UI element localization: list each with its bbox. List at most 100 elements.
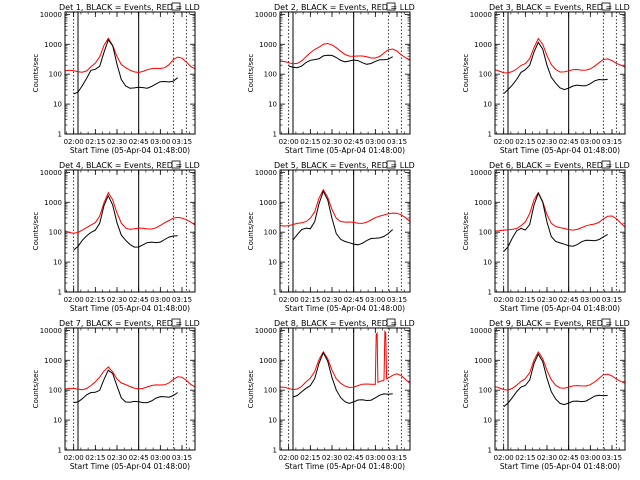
y-tick-label: 1000 [44,357,62,365]
lld-series-line [280,330,410,391]
panel-title: Det 4, BLACK = Events, RED = LLD [59,161,200,170]
x-tick-label: 03:15 [172,296,192,304]
title-box-marker [601,160,611,169]
x-tick-label: 03:00 [365,296,385,304]
x-tick-label: 03:00 [580,296,600,304]
y-tick-label: 1 [273,131,277,139]
y-tick-label: 10000 [255,169,277,177]
x-axis-label: Start Time (05-Apr-04 01:48:00) [285,146,405,155]
y-tick-label: 10000 [255,327,277,335]
x-tick-label: 03:00 [150,138,170,146]
x-tick-label: 03:00 [365,454,385,462]
plot-frame [494,327,626,451]
x-tick-label: 02:15 [85,138,105,146]
y-tick-label: 1 [488,131,492,139]
panel: Det 4, BLACK = Events, RED = LLD 1 10 100 10… [32,160,200,313]
panel: Det 2, BLACK = Events, RED = LLD 1 10 100 10… [247,2,415,155]
plot-frame [279,11,411,135]
panel-title: Det 5, BLACK = Events, RED = LLD [274,161,415,170]
title-box-marker [601,2,611,11]
panel: Det 8, BLACK = Events, RED = LLD 1 10 100 10… [247,318,415,471]
y-tick-label: 10 [53,417,62,425]
x-tick-label: 02:15 [515,138,535,146]
x-tick-label: 02:30 [107,138,127,146]
panel: Det 1, BLACK = Events, RED = LLD 1 10 100 10… [32,2,200,155]
y-tick-label: 10000 [40,169,62,177]
y-tick-label: 100 [49,229,62,237]
panel-title: Det 7, BLACK = Events, RED = LLD [59,319,200,328]
x-tick-label: 02:15 [300,454,320,462]
lld-series-line [65,37,195,74]
y-axis-label: Counts/sec [32,54,40,93]
x-tick-label: 02:00 [64,296,84,304]
y-tick-label: 100 [264,387,277,395]
y-tick-label: 1000 [474,41,492,49]
x-tick-label: 02:45 [129,454,149,462]
panel: Det 5, BLACK = Events, RED = LLD 1 10 100 10… [247,160,415,313]
x-tick-label: 03:15 [602,138,622,146]
x-tick-label: 03:00 [150,296,170,304]
x-tick-label: 03:00 [365,138,385,146]
plot-frame [64,169,196,293]
events-series-line [292,190,394,246]
y-tick-label: 10 [268,259,277,267]
y-tick-label: 10000 [470,169,492,177]
x-axis-label: Start Time (05-Apr-04 01:48:00) [500,462,620,471]
y-tick-label: 10000 [470,327,492,335]
y-tick-label: 100 [479,229,492,237]
plot-frame [279,169,411,293]
y-tick-label: 1000 [259,199,277,207]
title-box-marker [601,318,611,327]
panel: Det 6, BLACK = Events, RED = LLD 1 10 100 10… [462,160,630,313]
y-tick-label: 10000 [255,11,277,19]
x-tick-label: 02:00 [494,138,514,146]
y-tick-label: 1000 [474,357,492,365]
title-box-marker [386,160,396,169]
events-series-line [503,191,608,252]
x-tick-label: 02:15 [300,138,320,146]
lld-series-line [495,191,625,232]
x-tick-label: 03:15 [602,454,622,462]
x-axis-label: Start Time (05-Apr-04 01:48:00) [500,304,620,313]
lld-series-line [495,37,625,74]
x-tick-label: 02:45 [129,138,149,146]
panel-title: Det 2, BLACK = Events, RED = LLD [274,3,415,12]
events-series-line [73,38,179,95]
title-box-marker [171,318,181,327]
x-tick-label: 02:15 [85,296,105,304]
x-tick-label: 02:45 [129,296,149,304]
x-tick-label: 02:45 [344,138,364,146]
x-tick-label: 02:45 [559,454,579,462]
x-axis-label: Start Time (05-Apr-04 01:48:00) [500,146,620,155]
x-tick-label: 02:30 [322,138,342,146]
plot-frame [64,327,196,451]
panel: Det 7, BLACK = Events, RED = LLD 1 10 100 10… [32,318,200,471]
title-box-marker [171,2,181,11]
title-box-marker [386,318,396,327]
lld-series-line [280,188,410,227]
x-tick-label: 02:30 [537,296,557,304]
y-axis-label: Counts/sec [32,370,40,409]
y-tick-label: 100 [264,71,277,79]
y-tick-label: 1 [488,447,492,455]
y-axis-label: Counts/sec [247,54,255,93]
y-axis-label: Counts/sec [462,370,470,409]
x-tick-label: 02:15 [515,296,535,304]
y-tick-label: 10 [53,101,62,109]
panel: Det 9, BLACK = Events, RED = LLD 1 10 100 10… [462,318,630,471]
x-axis-label: Start Time (05-Apr-04 01:48:00) [70,146,190,155]
panel: Det 3, BLACK = Events, RED = LLD 1 10 100 10… [462,2,630,155]
x-tick-label: 03:15 [172,454,192,462]
x-tick-label: 02:30 [537,454,557,462]
y-tick-label: 100 [479,387,492,395]
y-axis-label: Counts/sec [462,212,470,251]
plot-frame [494,169,626,293]
y-axis-label: Counts/sec [247,370,255,409]
y-tick-label: 1000 [259,41,277,49]
y-tick-label: 1 [273,447,277,455]
x-axis-label: Start Time (05-Apr-04 01:48:00) [285,462,405,471]
y-tick-label: 1 [273,289,277,297]
lld-series-line [65,191,195,234]
x-tick-label: 02:30 [322,296,342,304]
